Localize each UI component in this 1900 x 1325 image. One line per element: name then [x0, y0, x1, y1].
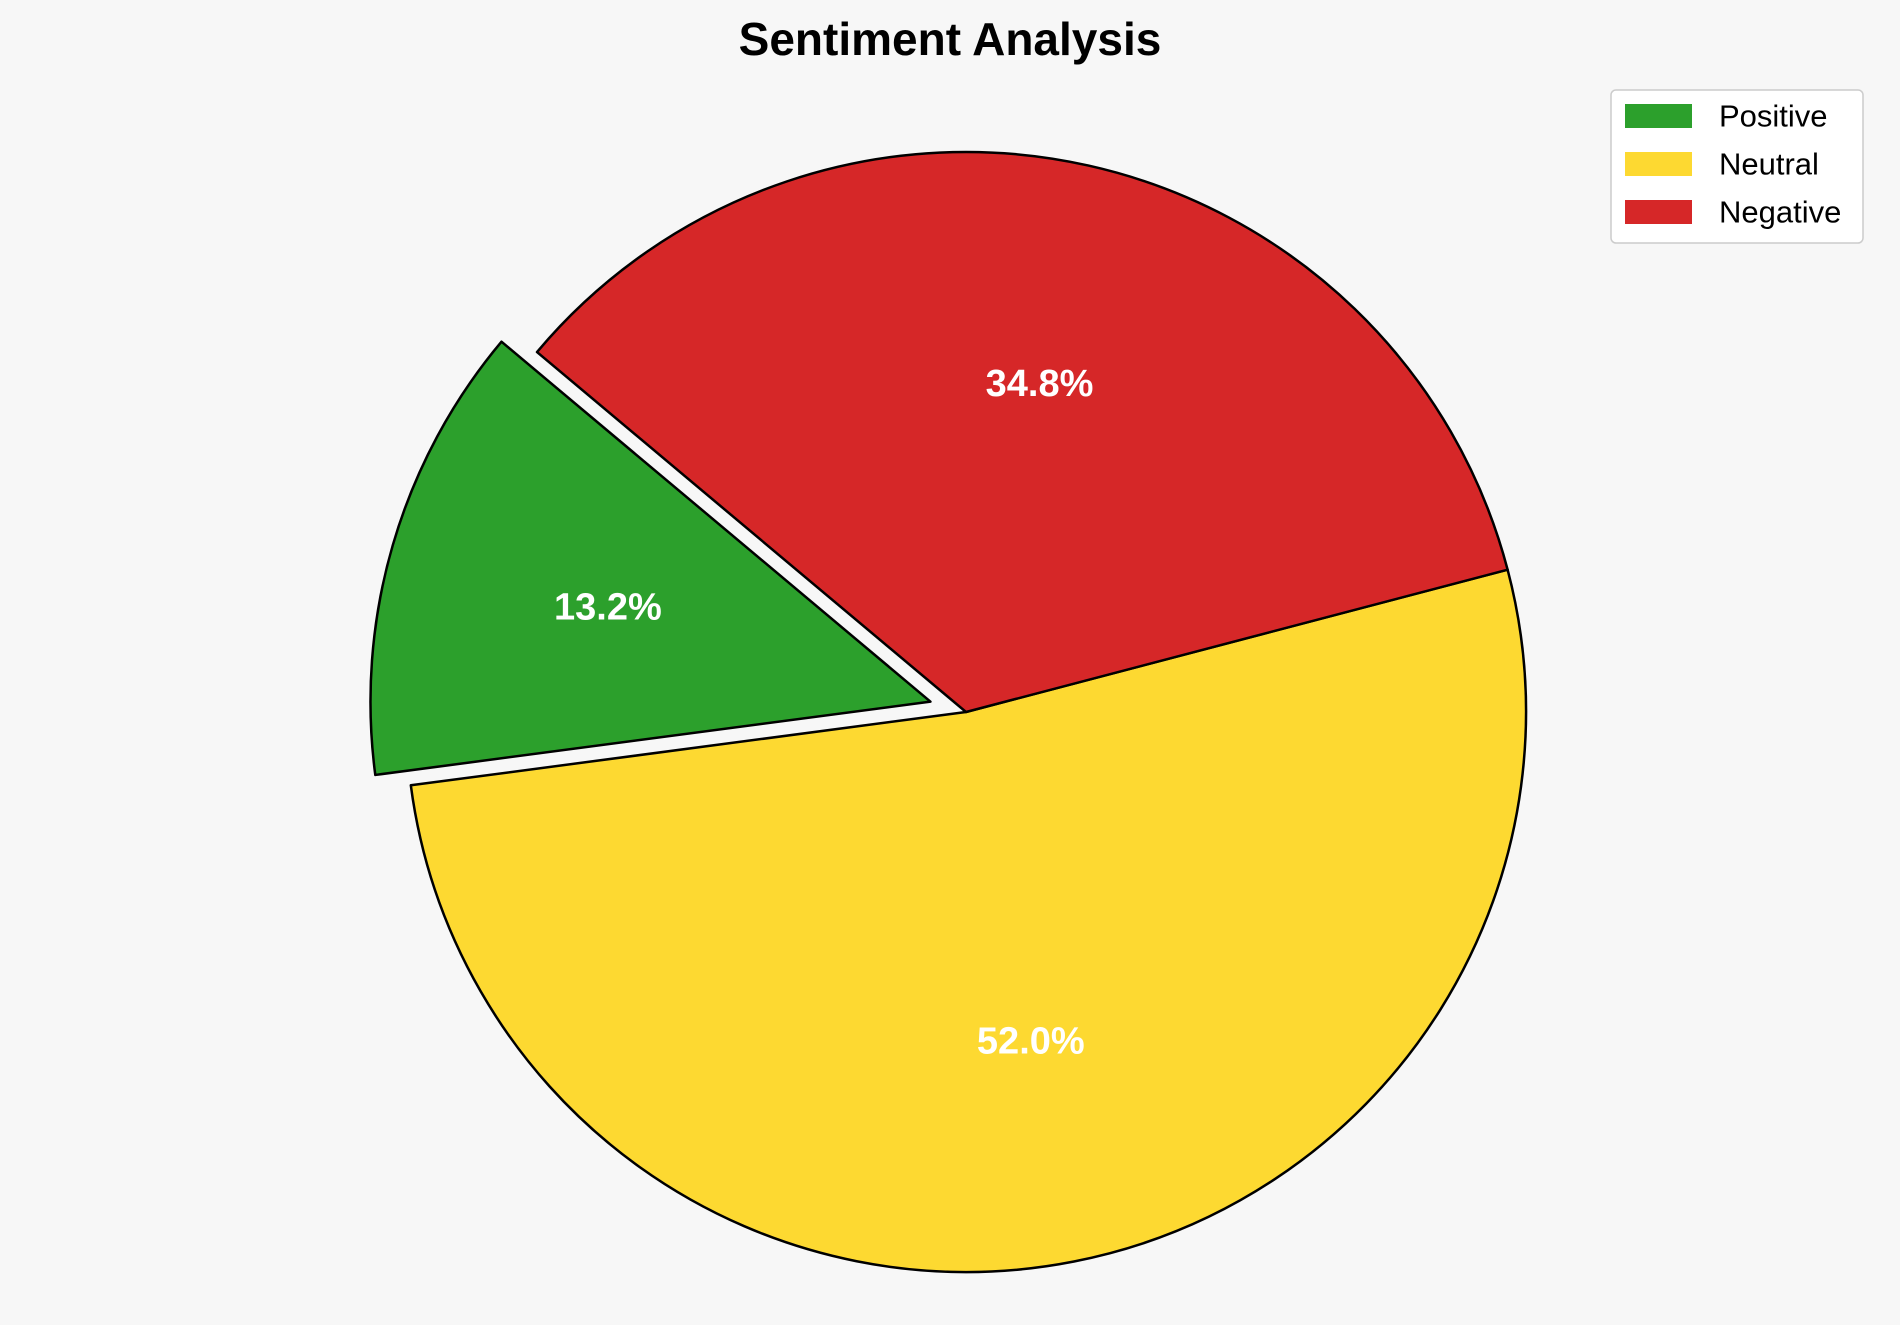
pie-slices	[369, 150, 1528, 1274]
legend-label-negative: Negative	[1719, 195, 1841, 230]
slice-label-negative: 34.8%	[986, 363, 1094, 405]
legend-swatch-negative	[1625, 200, 1692, 224]
legend-swatch-positive	[1625, 104, 1692, 128]
slice-label-neutral: 52.0%	[977, 1021, 1085, 1063]
legend: Positive Neutral Negative	[1610, 89, 1864, 244]
pie-slice-negative	[535, 150, 1509, 714]
pie-slice-labels: 13.2% 52.0% 34.8%	[554, 363, 1093, 1063]
pie-slice-neutral	[409, 568, 1528, 1274]
legend-items: Positive Neutral Negative	[1625, 99, 1841, 230]
slice-label-positive: 13.2%	[554, 587, 662, 629]
legend-label-neutral: Neutral	[1719, 147, 1819, 182]
legend-swatch-neutral	[1625, 152, 1692, 176]
chart-title: Sentiment Analysis	[739, 13, 1162, 65]
pie-slice-positive	[369, 340, 932, 777]
legend-label-positive: Positive	[1719, 99, 1828, 134]
